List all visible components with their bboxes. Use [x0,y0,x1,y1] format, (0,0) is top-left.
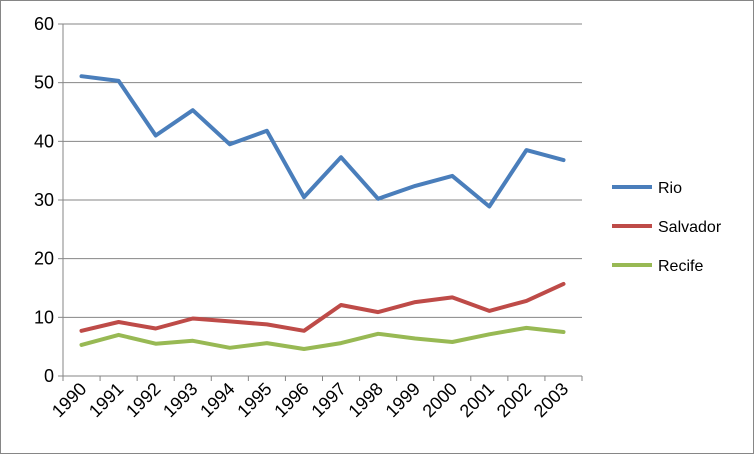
x-tick-label: 1998 [344,379,386,421]
y-tick-label: 20 [34,249,54,269]
x-tick-label: 1999 [382,379,424,421]
x-tick-label: 2001 [456,379,498,421]
x-tick-label: 1994 [196,379,238,421]
x-tick-label: 1993 [159,379,201,421]
x-tick-label: 2000 [419,379,461,421]
y-tick-label: 30 [34,190,54,210]
series-line-rio [79,74,566,209]
x-tick-label: 1992 [122,379,164,421]
legend-label-recife: Recife [658,258,703,275]
x-axis-ticks: 1990199119921993199419951996199719981999… [48,376,583,421]
x-tick-label: 2003 [530,379,572,421]
y-tick-label: 40 [34,131,54,151]
gridlines [63,23,582,318]
x-tick-label: 1995 [233,379,275,421]
series-line-recife [79,325,566,351]
series-line-salvador [79,281,566,333]
legend-label-salvador: Salvador [658,219,722,236]
y-tick-label: 0 [44,366,54,386]
series-lines [79,74,566,351]
legend-label-rio: Rio [658,180,682,197]
x-tick-label: 1991 [85,379,127,421]
x-tick-label: 1997 [307,379,349,421]
x-tick-label: 1996 [270,379,312,421]
y-axis-ticks: 0 10 20 30 40 50 60 [34,14,63,386]
y-tick-label: 10 [34,307,54,327]
x-tick-label: 1990 [48,379,90,421]
y-tick-label: 50 [34,73,54,93]
y-tick-label: 60 [34,14,54,34]
x-tick-label: 2002 [493,379,535,421]
legend: Rio Salvador Recife [612,180,722,275]
